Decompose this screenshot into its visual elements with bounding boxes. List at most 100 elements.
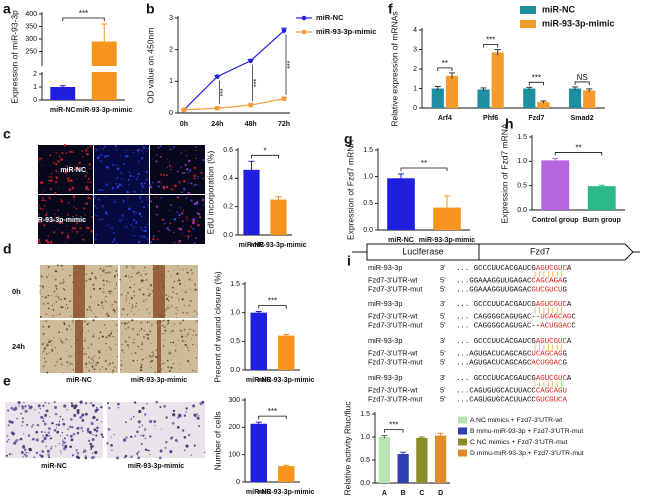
cell bbox=[193, 166, 197, 170]
panel-letter: c bbox=[3, 126, 11, 142]
cell bbox=[48, 196, 50, 198]
cell bbox=[58, 442, 61, 445]
cell bbox=[151, 354, 154, 357]
cell bbox=[149, 355, 152, 358]
sequence-part: G bbox=[562, 359, 566, 367]
sequence: ...CAGUGUGCACUUACCCAGCAGU bbox=[456, 387, 567, 395]
cell bbox=[61, 444, 64, 447]
cell bbox=[60, 450, 62, 452]
cell bbox=[115, 343, 117, 346]
cell bbox=[90, 296, 92, 299]
cell bbox=[189, 300, 192, 302]
cell bbox=[182, 319, 185, 322]
cell bbox=[81, 429, 84, 432]
cell bbox=[93, 313, 95, 315]
cell bbox=[53, 290, 56, 293]
cell bbox=[94, 355, 96, 357]
cell bbox=[61, 152, 64, 155]
significance-bracket bbox=[62, 17, 105, 21]
cell bbox=[121, 322, 123, 325]
cell bbox=[92, 434, 94, 436]
cell bbox=[108, 334, 111, 337]
cell bbox=[197, 177, 199, 180]
cell bbox=[95, 364, 97, 366]
cell bbox=[54, 406, 58, 409]
cell bbox=[58, 216, 60, 218]
cell bbox=[179, 329, 182, 332]
cell bbox=[157, 238, 159, 241]
y-tick-label: 0 bbox=[33, 97, 37, 104]
cell bbox=[142, 146, 145, 149]
cell bbox=[121, 349, 124, 352]
cell bbox=[88, 163, 91, 166]
cell bbox=[167, 270, 170, 273]
cell bbox=[172, 291, 174, 293]
cell bbox=[204, 146, 206, 148]
cell bbox=[190, 199, 193, 202]
cell bbox=[172, 146, 175, 149]
cell bbox=[147, 333, 150, 336]
cell bbox=[140, 182, 143, 185]
cell bbox=[177, 265, 179, 267]
bar bbox=[541, 160, 570, 210]
cell bbox=[174, 184, 177, 188]
cell bbox=[95, 406, 98, 409]
x-tick-label: miR-NC bbox=[239, 242, 265, 249]
cell bbox=[70, 355, 72, 357]
cell bbox=[178, 279, 181, 282]
cell bbox=[105, 280, 108, 283]
cell bbox=[75, 208, 78, 210]
cell bbox=[132, 359, 135, 362]
cell bbox=[171, 421, 175, 425]
x-tick-label: C bbox=[419, 490, 424, 497]
y-axis-label: Relative activity Rluc/fluc bbox=[342, 401, 352, 496]
cell bbox=[138, 409, 142, 414]
cell bbox=[50, 187, 52, 189]
cell bbox=[37, 189, 39, 191]
cell bbox=[52, 219, 55, 222]
cell bbox=[69, 434, 73, 438]
cell bbox=[70, 345, 73, 347]
cell bbox=[57, 228, 59, 230]
cell bbox=[43, 347, 46, 350]
cell bbox=[101, 335, 104, 338]
cell bbox=[171, 329, 174, 332]
sequence-name: miR-93-3p bbox=[368, 373, 403, 382]
cell bbox=[176, 426, 180, 429]
cell bbox=[160, 364, 162, 366]
cell bbox=[96, 418, 99, 421]
cell bbox=[105, 349, 108, 352]
significance-label: *** bbox=[220, 88, 227, 96]
cell bbox=[201, 159, 203, 161]
cell bbox=[120, 171, 123, 174]
cell bbox=[23, 433, 25, 435]
cell bbox=[58, 299, 60, 301]
cell bbox=[116, 282, 118, 284]
cell bbox=[155, 321, 158, 324]
cell bbox=[9, 421, 12, 424]
y-tick-label: 0 bbox=[236, 479, 240, 486]
cell bbox=[140, 369, 143, 372]
series-line bbox=[183, 98, 285, 111]
cell bbox=[192, 185, 194, 187]
cell bbox=[18, 405, 20, 407]
cell bbox=[111, 303, 114, 306]
cell bbox=[24, 409, 28, 413]
cell bbox=[142, 152, 145, 155]
cell bbox=[102, 366, 104, 368]
significance-label: *** bbox=[268, 297, 277, 306]
cell bbox=[102, 279, 105, 282]
cell bbox=[125, 225, 128, 228]
legend-swatch bbox=[520, 6, 536, 14]
cell bbox=[91, 402, 93, 404]
x-tick-label: Control group bbox=[532, 217, 579, 224]
cell bbox=[80, 426, 83, 430]
cell bbox=[95, 207, 98, 210]
y-tick-label: 4 bbox=[413, 27, 417, 34]
cell bbox=[92, 283, 95, 286]
cell bbox=[155, 350, 157, 352]
sequence-end: 5' bbox=[440, 394, 446, 403]
cell bbox=[194, 283, 197, 286]
cell bbox=[102, 287, 104, 289]
cell bbox=[105, 368, 108, 371]
